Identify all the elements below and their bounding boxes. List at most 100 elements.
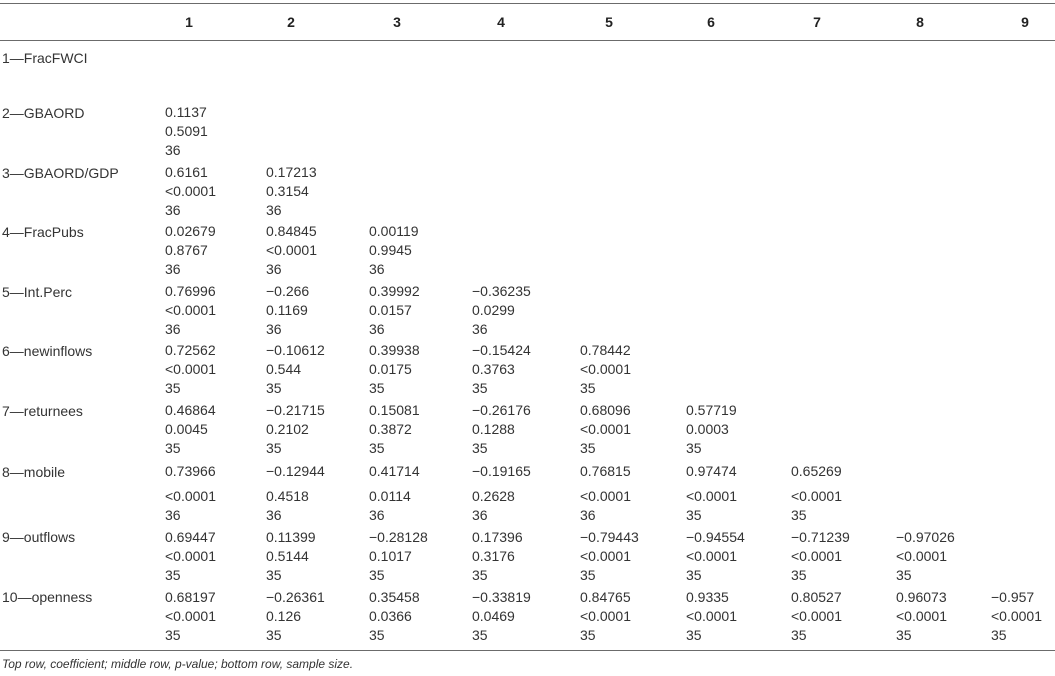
p-value: <0.0001 xyxy=(580,488,631,504)
p-value: <0.0001 xyxy=(791,488,842,504)
column-header-1: 1 xyxy=(185,14,193,30)
table-cell: 0.65269 <0.0001 35 xyxy=(791,462,891,525)
table-cell: 0.97474 <0.0001 35 xyxy=(686,462,786,525)
sample-size: 35 xyxy=(580,567,596,583)
p-value: 0.544 xyxy=(266,361,302,377)
sample-size: 35 xyxy=(266,440,282,456)
sample-size: 36 xyxy=(369,261,385,277)
p-value: 0.126 xyxy=(266,608,302,624)
sample-size: 36 xyxy=(472,321,488,337)
table-cell: 0.41714 0.0114 36 xyxy=(369,462,469,525)
sample-size: 35 xyxy=(686,627,702,643)
table-cell: −0.36235 0.0299 36 xyxy=(472,282,572,339)
table-cell: −0.26361 0.126 35 xyxy=(266,588,366,645)
table-cell: −0.28128 0.1017 35 xyxy=(369,528,469,585)
column-header-3: 3 xyxy=(393,14,401,30)
column-header-5: 5 xyxy=(605,14,613,30)
p-value: 0.0114 xyxy=(369,488,411,504)
sample-size: 36 xyxy=(165,507,181,523)
table-footnote: Top row, coefficient; middle row, p-valu… xyxy=(2,657,354,671)
table-cell: 0.72562 <0.0001 35 xyxy=(165,341,265,398)
p-value: 0.0299 xyxy=(472,302,515,318)
sample-size: 35 xyxy=(266,627,282,643)
p-value: 0.3154 xyxy=(266,183,309,199)
sample-size: 35 xyxy=(369,440,385,456)
p-value: <0.0001 xyxy=(686,608,737,624)
sample-size: 36 xyxy=(165,202,181,218)
sample-size: 36 xyxy=(266,261,282,277)
p-value: 0.0175 xyxy=(369,361,412,377)
coefficient-value: 0.68197 xyxy=(165,589,216,605)
sample-size: 35 xyxy=(791,567,807,583)
column-header-4: 4 xyxy=(497,14,505,30)
table-cell: 0.76996 <0.0001 36 xyxy=(165,282,265,339)
column-header-2: 2 xyxy=(287,14,295,30)
table-cell: 0.84845 <0.0001 36 xyxy=(266,222,366,279)
p-value: 0.0157 xyxy=(369,302,412,318)
p-value: <0.0001 xyxy=(165,488,216,504)
p-value: <0.0001 xyxy=(991,608,1042,624)
coefficient-value: −0.26361 xyxy=(266,589,325,605)
row-label: 1—FracFWCI xyxy=(2,50,88,66)
p-value: 0.2628 xyxy=(472,488,515,504)
sample-size: 35 xyxy=(791,507,807,523)
table-cell: 0.78442 <0.0001 35 xyxy=(580,341,680,398)
p-value: 0.8767 xyxy=(165,242,208,258)
coefficient-value: 0.76996 xyxy=(165,283,216,299)
column-header-8: 8 xyxy=(916,14,924,30)
p-value: 0.5091 xyxy=(165,123,208,139)
table-cell: −0.10612 0.544 35 xyxy=(266,341,366,398)
p-value: <0.0001 xyxy=(165,361,216,377)
table-cell: −0.97026 <0.0001 35 xyxy=(896,528,996,585)
coefficient-value: −0.266 xyxy=(266,283,310,299)
coefficient-value: 0.02679 xyxy=(165,223,216,239)
p-value: 0.0366 xyxy=(369,608,412,624)
coefficient-value: 0.46864 xyxy=(165,402,216,418)
table-cell: −0.79443 <0.0001 35 xyxy=(580,528,680,585)
coefficient-value: 0.96073 xyxy=(896,589,947,605)
coefficient-value: −0.36235 xyxy=(472,283,531,299)
table-cell: 0.57719 0.0003 35 xyxy=(686,401,786,458)
sample-size: 35 xyxy=(266,380,282,396)
p-value: 0.3763 xyxy=(472,361,515,377)
sample-size: 35 xyxy=(580,440,596,456)
table-cell: 0.00119 0.9945 36 xyxy=(369,222,469,279)
sample-size: 36 xyxy=(165,261,181,277)
coefficient-value: 0.80527 xyxy=(791,589,842,605)
coefficient-value: 0.72562 xyxy=(165,342,216,358)
coefficient-value: 0.84845 xyxy=(266,223,317,239)
sample-size: 35 xyxy=(472,440,488,456)
row-label: 4—FracPubs xyxy=(2,224,84,240)
p-value: <0.0001 xyxy=(686,488,737,504)
coefficient-value: 0.9335 xyxy=(686,589,729,605)
p-value: 0.1017 xyxy=(369,548,412,564)
table-cell: 0.39938 0.0175 35 xyxy=(369,341,469,398)
p-value: <0.0001 xyxy=(580,421,631,437)
sample-size: 36 xyxy=(266,202,282,218)
table-cell: −0.15424 0.3763 35 xyxy=(472,341,572,398)
column-header-6: 6 xyxy=(707,14,715,30)
p-value: <0.0001 xyxy=(580,548,631,564)
sample-size: 35 xyxy=(686,440,702,456)
sample-size: 35 xyxy=(991,627,1007,643)
column-header-7: 7 xyxy=(813,14,821,30)
p-value: <0.0001 xyxy=(165,183,216,199)
table-cell: 0.9335 <0.0001 35 xyxy=(686,588,786,645)
coefficient-value: −0.94554 xyxy=(686,529,745,545)
p-value: <0.0001 xyxy=(896,548,947,564)
table-cell: 0.68096 <0.0001 35 xyxy=(580,401,680,458)
p-value: 0.1288 xyxy=(472,421,515,437)
sample-size: 35 xyxy=(580,380,596,396)
coefficient-value: 0.84765 xyxy=(580,589,631,605)
coefficient-value: −0.10612 xyxy=(266,342,325,358)
p-value: <0.0001 xyxy=(165,608,216,624)
coefficient-value: 0.1137 xyxy=(165,104,207,120)
row-label: 9—outflows xyxy=(2,529,76,545)
coefficient-value: −0.19165 xyxy=(472,463,531,479)
table-cell: 0.80527 <0.0001 35 xyxy=(791,588,891,645)
sample-size: 36 xyxy=(266,507,282,523)
table-cell: 0.46864 0.0045 35 xyxy=(165,401,265,458)
sample-size: 35 xyxy=(472,567,488,583)
coefficient-value: 0.15081 xyxy=(369,402,420,418)
table-cell: 0.69447 <0.0001 35 xyxy=(165,528,265,585)
